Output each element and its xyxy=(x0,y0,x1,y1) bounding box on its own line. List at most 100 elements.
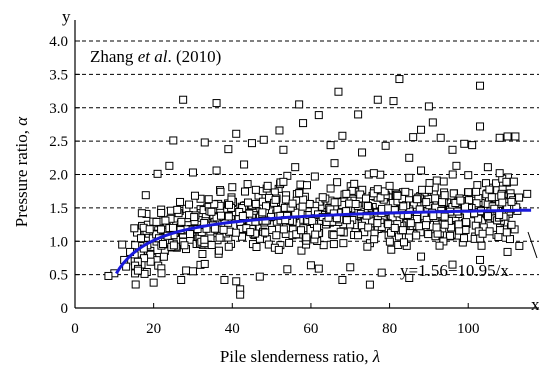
data-point xyxy=(460,234,469,243)
data-point xyxy=(354,110,363,119)
data-point xyxy=(498,198,507,207)
data-point xyxy=(509,177,518,186)
data-point xyxy=(169,136,178,145)
data-point xyxy=(507,220,516,229)
data-point xyxy=(495,169,504,178)
data-point xyxy=(295,189,304,198)
y-tick-label-6: 3.0 xyxy=(49,101,68,117)
data-point xyxy=(179,95,188,104)
data-point xyxy=(333,178,342,187)
data-point xyxy=(137,209,146,218)
data-point xyxy=(168,223,177,232)
data-point xyxy=(456,196,465,205)
data-point xyxy=(438,197,447,206)
data-point xyxy=(362,211,371,220)
data-point xyxy=(485,227,494,236)
data-point xyxy=(435,241,444,250)
x-axis-name: x xyxy=(531,295,540,314)
data-point xyxy=(297,246,306,255)
data-point xyxy=(460,139,469,148)
data-point xyxy=(157,208,166,217)
data-point xyxy=(338,275,347,284)
source-label-suffix: . (2010) xyxy=(167,47,221,66)
data-point xyxy=(384,220,393,229)
data-point xyxy=(369,189,378,198)
data-point xyxy=(494,232,503,241)
source-label: Zhang et al. (2010) xyxy=(90,47,221,66)
data-point xyxy=(295,100,304,109)
data-point xyxy=(370,235,379,244)
y-tick-label-1: 0.5 xyxy=(49,268,68,284)
x-tick-label-1: 20 xyxy=(146,321,161,337)
data-point xyxy=(425,179,434,188)
data-point xyxy=(373,95,382,104)
data-point xyxy=(311,230,320,239)
data-point xyxy=(507,197,516,206)
data-point xyxy=(342,189,351,198)
data-point xyxy=(448,260,457,269)
data-point xyxy=(515,193,524,202)
data-point xyxy=(439,177,448,186)
data-point xyxy=(275,126,284,135)
data-point xyxy=(476,81,485,90)
data-point xyxy=(314,111,323,120)
data-point xyxy=(297,226,306,235)
data-point xyxy=(169,241,178,250)
y-tick-label-2: 1.0 xyxy=(49,234,68,250)
data-point xyxy=(243,180,252,189)
data-point xyxy=(212,99,221,108)
data-point xyxy=(271,195,280,204)
data-point xyxy=(462,218,471,227)
data-point xyxy=(251,199,260,208)
data-point xyxy=(161,216,170,225)
data-point xyxy=(356,190,365,199)
data-point xyxy=(152,217,161,226)
data-point xyxy=(133,266,142,275)
data-point xyxy=(186,230,195,239)
data-point xyxy=(448,145,457,154)
data-point xyxy=(503,247,512,256)
data-point xyxy=(329,231,338,240)
data-point xyxy=(478,229,487,238)
data-point xyxy=(251,217,260,226)
data-point xyxy=(339,239,348,248)
fit-curve xyxy=(115,208,532,275)
data-point xyxy=(240,160,249,169)
data-point xyxy=(483,163,492,172)
y-axis-symbol: α xyxy=(12,116,31,126)
data-point xyxy=(238,232,247,241)
data-point xyxy=(399,202,408,211)
data-point xyxy=(342,216,351,225)
data-point xyxy=(448,170,457,179)
data-point xyxy=(131,241,140,250)
data-point xyxy=(279,177,288,186)
data-point xyxy=(157,269,166,278)
data-point xyxy=(141,191,150,200)
fit-curve-group xyxy=(115,208,532,275)
data-point xyxy=(465,196,474,205)
data-point xyxy=(252,242,261,251)
y-axis: 0 0.5 1.0 1.5 2.0 2.5 3.0 3.5 4.0 xyxy=(49,20,80,317)
data-point xyxy=(310,172,319,181)
data-point xyxy=(329,240,338,249)
data-point xyxy=(224,212,233,221)
data-point xyxy=(405,153,414,162)
data-point xyxy=(259,135,268,144)
data-point xyxy=(495,133,504,142)
data-point xyxy=(303,181,311,190)
data-point xyxy=(393,191,402,200)
data-point xyxy=(118,240,127,249)
data-point xyxy=(373,185,382,194)
data-point xyxy=(502,177,511,186)
data-point xyxy=(190,213,199,222)
data-point xyxy=(204,195,213,204)
data-point xyxy=(212,166,221,175)
data-point xyxy=(381,141,390,150)
data-point xyxy=(385,181,394,190)
data-point xyxy=(137,234,146,243)
data-point xyxy=(440,191,449,200)
data-point xyxy=(405,273,414,282)
data-point xyxy=(145,225,154,234)
x-tick-label-4: 80 xyxy=(382,321,397,337)
data-point xyxy=(159,240,168,249)
